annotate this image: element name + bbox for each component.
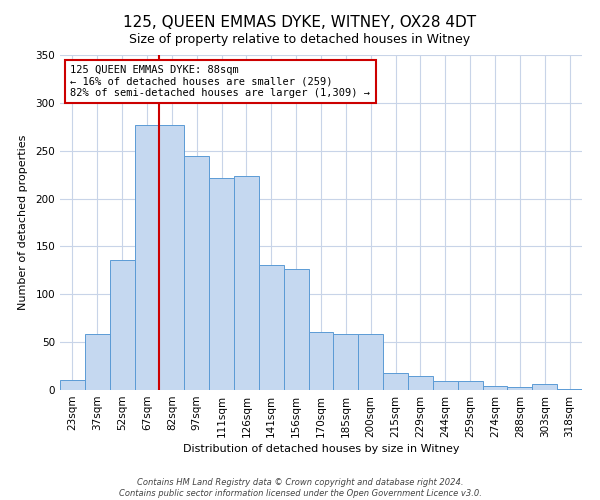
Bar xyxy=(532,384,557,390)
Text: Size of property relative to detached houses in Witney: Size of property relative to detached ho… xyxy=(130,32,470,46)
Bar xyxy=(60,380,85,390)
Bar xyxy=(358,334,383,390)
Bar xyxy=(408,376,433,390)
Bar xyxy=(85,334,110,390)
Bar xyxy=(508,387,532,390)
Bar xyxy=(284,270,308,390)
Bar xyxy=(184,156,209,390)
Bar xyxy=(308,332,334,390)
Text: 125, QUEEN EMMAS DYKE, WITNEY, OX28 4DT: 125, QUEEN EMMAS DYKE, WITNEY, OX28 4DT xyxy=(124,15,476,30)
Bar xyxy=(209,178,234,390)
Bar xyxy=(458,382,482,390)
Text: 125 QUEEN EMMAS DYKE: 88sqm
← 16% of detached houses are smaller (259)
82% of se: 125 QUEEN EMMAS DYKE: 88sqm ← 16% of det… xyxy=(70,65,370,98)
Bar xyxy=(259,264,284,390)
Bar xyxy=(334,334,358,390)
Bar xyxy=(110,260,134,390)
Y-axis label: Number of detached properties: Number of detached properties xyxy=(19,135,28,310)
Bar xyxy=(433,382,458,390)
Bar xyxy=(557,389,582,390)
Bar xyxy=(482,386,508,390)
X-axis label: Distribution of detached houses by size in Witney: Distribution of detached houses by size … xyxy=(183,444,459,454)
Text: Contains HM Land Registry data © Crown copyright and database right 2024.
Contai: Contains HM Land Registry data © Crown c… xyxy=(119,478,481,498)
Bar xyxy=(234,176,259,390)
Bar xyxy=(160,125,184,390)
Bar xyxy=(134,125,160,390)
Bar xyxy=(383,373,408,390)
